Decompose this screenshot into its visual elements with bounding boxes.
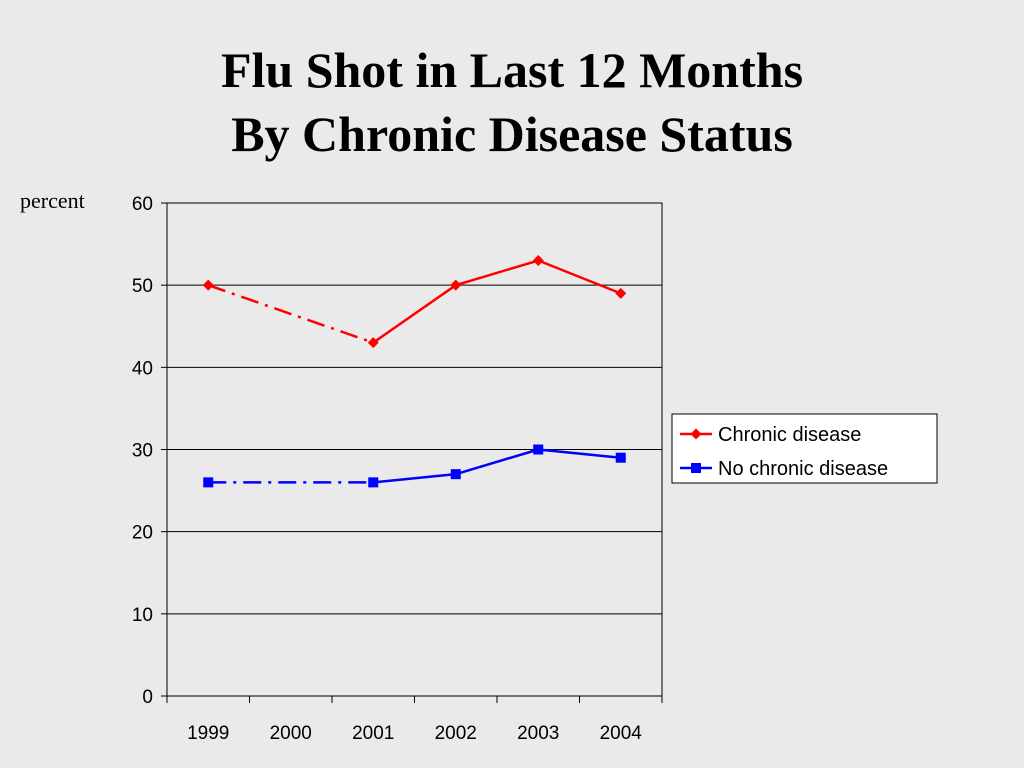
series-segment bbox=[455, 259, 539, 287]
y-tick-label: 60 bbox=[132, 194, 153, 215]
data-point bbox=[367, 337, 379, 349]
y-tick-label: 50 bbox=[132, 276, 153, 297]
data-point bbox=[368, 477, 379, 488]
title-line-1: Flu Shot in Last 12 Months bbox=[220, 42, 804, 98]
x-tick-label: 2001 bbox=[352, 723, 394, 744]
data-point bbox=[615, 287, 627, 299]
x-tick-label: 1999 bbox=[187, 723, 229, 744]
series-segment bbox=[373, 472, 456, 484]
series-segment bbox=[455, 448, 539, 476]
y-tick-label: 40 bbox=[132, 358, 153, 379]
data-point bbox=[532, 255, 544, 267]
x-tick-label: 2002 bbox=[435, 723, 477, 744]
chart-title: Flu Shot in Last 12 Months By Chronic Di… bbox=[0, 38, 1024, 166]
title-line-2: By Chronic Disease Status bbox=[231, 106, 793, 162]
legend-label: Chronic disease bbox=[718, 424, 861, 446]
y-tick-label: 20 bbox=[132, 523, 153, 544]
series-segment bbox=[207, 283, 374, 344]
series-0 bbox=[202, 255, 627, 349]
series-segment bbox=[537, 259, 622, 295]
data-point bbox=[615, 452, 626, 463]
data-point bbox=[450, 469, 461, 480]
legend-label: No chronic disease bbox=[718, 458, 888, 480]
y-tick-label: 10 bbox=[132, 605, 153, 626]
y-tick-label: 30 bbox=[132, 441, 153, 462]
y-axis-label: percent bbox=[20, 188, 85, 213]
data-point bbox=[450, 279, 462, 291]
x-tick-label: 2003 bbox=[517, 723, 559, 744]
x-tick-label: 2000 bbox=[270, 723, 312, 744]
legend-box bbox=[671, 413, 938, 484]
legend-marker bbox=[690, 428, 702, 440]
x-tick-label: 2004 bbox=[600, 723, 643, 744]
series-1 bbox=[203, 444, 626, 488]
series-segment bbox=[538, 448, 621, 459]
y-tick-label: 0 bbox=[142, 687, 153, 708]
data-point bbox=[202, 279, 214, 291]
data-point bbox=[203, 477, 214, 488]
legend-marker bbox=[691, 463, 701, 473]
series-segment bbox=[372, 284, 457, 344]
legend: Chronic disease No chronic disease bbox=[671, 413, 938, 484]
data-point bbox=[533, 444, 544, 455]
